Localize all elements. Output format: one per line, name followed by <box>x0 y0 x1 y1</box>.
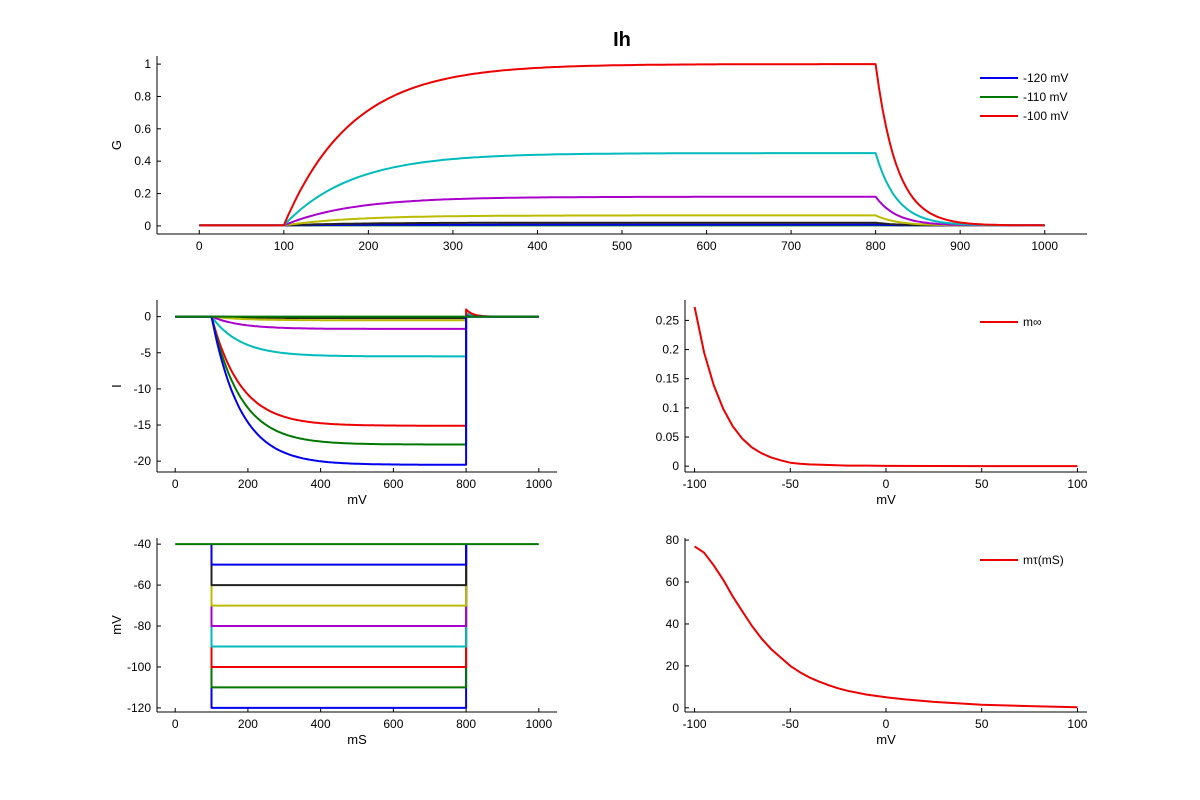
x-tick-label: 500 <box>612 239 632 253</box>
x-tick-label: 800 <box>866 239 886 253</box>
x-tick-label: 200 <box>358 239 378 253</box>
y-tick-label: -60 <box>134 578 152 592</box>
y-tick-label: 0.2 <box>662 343 679 357</box>
x-tick-label: -50 <box>782 477 800 491</box>
x-tick-label: 900 <box>950 239 970 253</box>
x-tick-label: 600 <box>697 239 717 253</box>
m-infinity-plot: -100 -50 0 50 100 0 0.05 0.1 0.15 0.2 0.25 mV m∞ <box>656 300 1088 507</box>
x-tick-label: 0 <box>883 717 890 731</box>
y-axis-label: G <box>109 140 124 150</box>
y-tick-label: -20 <box>134 454 152 468</box>
y-tick-label: -15 <box>134 418 152 432</box>
x-tick-label: 200 <box>238 477 258 491</box>
x-tick-label: 1000 <box>525 717 552 731</box>
y-tick-label: 60 <box>666 575 680 589</box>
series-line-3 <box>210 544 468 648</box>
x-tick-label: -100 <box>683 477 707 491</box>
voltage-clamp-plot: 0 200 400 600 800 1000 -40 -60 -80 -100 -120 mS mV <box>109 537 557 747</box>
y-tick-label: 0 <box>672 701 679 715</box>
series-line-4 <box>199 195 1045 227</box>
series-line-5 <box>175 308 539 427</box>
y-tick-label: 0 <box>144 219 151 233</box>
series-line-0 <box>694 545 1078 709</box>
y-tick-label: 20 <box>666 659 680 673</box>
x-tick-label: 50 <box>975 477 989 491</box>
x-tick-label: 1000 <box>1031 239 1058 253</box>
conductance-plot: 0 100 200 300 400 500 600 700 800 900 1000 0 0.2 0.4 0… <box>109 29 1087 253</box>
x-axis-label: mS <box>347 732 367 747</box>
x-axis-label: mV <box>876 492 896 507</box>
y-tick-label: 0.8 <box>134 89 151 103</box>
x-tick-label: 1000 <box>525 477 552 491</box>
series-line-5 <box>199 152 1045 227</box>
legend-label: m∞ <box>1023 315 1042 329</box>
x-axis-label: mV <box>347 492 367 507</box>
legend-label: -110 mV <box>1023 90 1067 104</box>
x-tick-label: 400 <box>311 477 331 491</box>
y-tick-label: -120 <box>127 701 151 715</box>
legend-label: -100 mV <box>1023 109 1068 123</box>
x-axis-label: mV <box>876 732 896 747</box>
series-line-5 <box>210 544 468 607</box>
x-tick-label: 700 <box>781 239 801 253</box>
x-tick-label: 800 <box>456 717 476 731</box>
y-tick-label: -10 <box>134 382 152 396</box>
y-tick-label: 0 <box>144 310 151 324</box>
x-tick-label: 400 <box>527 239 547 253</box>
y-tick-label: -80 <box>134 619 152 633</box>
x-tick-label: 0 <box>196 239 203 253</box>
y-axis-label: mV <box>109 615 124 635</box>
x-tick-label: 800 <box>456 477 476 491</box>
y-tick-label: 0.15 <box>656 372 680 386</box>
x-tick-label: 300 <box>443 239 463 253</box>
legend-label: mτ(mS) <box>1023 553 1064 567</box>
x-tick-label: 0 <box>172 477 179 491</box>
y-tick-label: 0.2 <box>134 187 151 201</box>
x-tick-label: 100 <box>1067 477 1087 491</box>
x-tick-label: 600 <box>383 477 403 491</box>
y-tick-label: 80 <box>666 533 680 547</box>
y-tick-label: 1 <box>144 57 151 71</box>
legend-label: -120 mV <box>1023 71 1068 85</box>
y-tick-label: 0 <box>672 459 679 473</box>
x-tick-label: -50 <box>782 717 800 731</box>
series-line-7 <box>175 315 539 466</box>
x-tick-label: -100 <box>683 717 707 731</box>
y-tick-label: -100 <box>127 660 151 674</box>
current-plot: 0 200 400 600 800 1000 0 -5 -10 -15 -20 mV I <box>109 300 557 507</box>
y-tick-label: 0.25 <box>656 313 680 327</box>
y-tick-label: 40 <box>666 617 680 631</box>
x-tick-label: 100 <box>1067 717 1087 731</box>
x-tick-label: 400 <box>311 717 331 731</box>
y-tick-label: 0.05 <box>656 430 680 444</box>
series-line-7 <box>210 544 468 566</box>
y-tick-label: -5 <box>140 346 151 360</box>
series-line-6 <box>199 63 1045 227</box>
y-tick-label: 0.1 <box>662 401 679 415</box>
x-tick-label: 200 <box>238 717 258 731</box>
series-line-0 <box>693 306 1078 468</box>
y-tick-label: 0.6 <box>134 122 151 136</box>
y-tick-label: -40 <box>134 537 152 551</box>
m-tau-plot: -100 -50 0 50 100 0 20 40 60 80 mV mτ(mS) <box>666 533 1088 747</box>
x-tick-label: 50 <box>975 717 989 731</box>
x-tick-label: 600 <box>383 717 403 731</box>
x-tick-label: 0 <box>172 717 179 731</box>
x-tick-label: 100 <box>274 239 294 253</box>
chart-title: Ih <box>613 29 631 51</box>
y-axis-label: I <box>109 384 124 388</box>
x-tick-label: 0 <box>883 477 890 491</box>
y-tick-label: 0.4 <box>134 154 151 168</box>
series-line-3 <box>199 214 1045 227</box>
